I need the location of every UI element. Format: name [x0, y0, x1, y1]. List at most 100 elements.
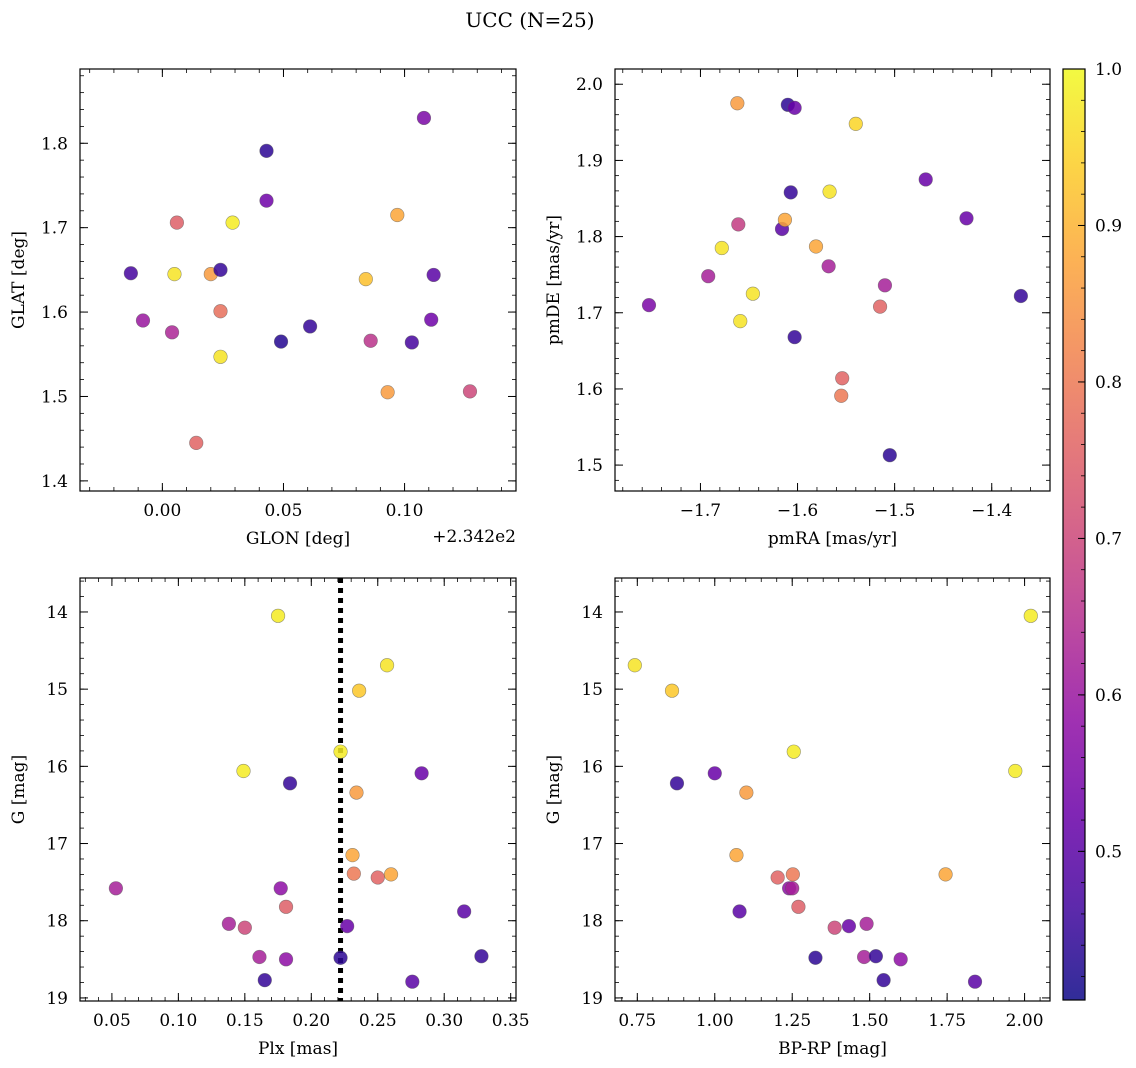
- colorbar-gradient: [1063, 69, 1085, 1000]
- data-point: [664, 683, 680, 698]
- y-tick-label: 15: [46, 680, 68, 700]
- x-tick-label: 0.10: [159, 1011, 197, 1031]
- x-tick-label: 0.00: [143, 501, 181, 521]
- data-point: [745, 286, 760, 301]
- bprp-g-panel: 0.75 1.00 1.25 1.50 1.75 2.00 14 15 16 17 18 19 BP-R…: [544, 577, 1051, 1059]
- x-tick-label: 1.75: [928, 1011, 966, 1031]
- data-point: [213, 262, 228, 277]
- data-point: [257, 973, 272, 988]
- data-point: [108, 881, 123, 896]
- data-point: [770, 870, 785, 885]
- y-axis-label: GLAT [deg]: [9, 231, 29, 329]
- data-point: [363, 333, 378, 348]
- figure-title: UCC (N=25): [465, 8, 594, 32]
- data-point: [783, 185, 798, 200]
- x-tick-label: 2.00: [1006, 1011, 1044, 1031]
- data-point: [259, 193, 274, 208]
- data-point: [225, 215, 240, 230]
- y-tick-label: 1.8: [41, 134, 68, 154]
- x-tick-label: 1.00: [696, 1011, 734, 1031]
- data-point: [123, 266, 138, 281]
- x-tick-label: −1.4: [971, 501, 1012, 521]
- data-point: [822, 184, 837, 199]
- x-tick-label: 0.75: [618, 1011, 656, 1031]
- data-point: [424, 312, 439, 327]
- x-tick-label: 1.25: [773, 1011, 811, 1031]
- data-point: [169, 215, 184, 230]
- data-point: [701, 269, 716, 284]
- data-point: [893, 952, 908, 967]
- data-point: [416, 110, 432, 126]
- data-point: [785, 881, 800, 896]
- y-tick-label: 1.6: [41, 303, 68, 323]
- y-tick-label: 14: [46, 603, 68, 623]
- data-point: [426, 267, 441, 283]
- data-point: [345, 848, 360, 863]
- y-tick-label: 18: [46, 912, 68, 932]
- y-tick-label: 1.7: [41, 219, 68, 239]
- y-tick-label: 2.0: [576, 75, 603, 95]
- y-tick-label: 1.6: [576, 380, 603, 400]
- data-point: [259, 143, 274, 158]
- data-point: [882, 448, 897, 463]
- data-point: [380, 385, 395, 400]
- colorbar: 0.5 0.6 0.7 0.8 0.9 1.0: [1062, 60, 1122, 1001]
- data-point: [370, 870, 385, 885]
- y-axis-label: G [mag]: [9, 755, 29, 824]
- data-point: [340, 919, 355, 934]
- data-point: [729, 848, 744, 863]
- x-tick-label: 0.20: [292, 1011, 330, 1031]
- x-tick-label: −1.7: [680, 501, 721, 521]
- y-tick-label: 1.9: [576, 151, 603, 171]
- data-point: [786, 744, 801, 759]
- colorbar-tick-label: 1.0: [1095, 60, 1122, 80]
- data-point: [358, 272, 373, 287]
- y-tick-label: 1.5: [41, 387, 68, 407]
- data-point: [352, 683, 367, 698]
- data-point: [859, 916, 874, 931]
- y-axis-label: pmDE [mas/yr]: [544, 215, 564, 345]
- x-axis-label: pmRA [mas/yr]: [768, 529, 897, 549]
- data-point: [777, 212, 793, 227]
- data-point: [877, 278, 893, 293]
- data-point: [834, 388, 849, 403]
- y-axis-label: G [mag]: [544, 755, 564, 824]
- data-point: [273, 334, 289, 349]
- data-point: [785, 867, 800, 882]
- data-point: [669, 776, 685, 791]
- x-tick-label: 0.35: [492, 1011, 530, 1031]
- data-point: [221, 916, 236, 931]
- x-tick-label: 0.25: [359, 1011, 397, 1031]
- y-tick-label: 14: [581, 603, 603, 623]
- x-tick-label: 0.15: [226, 1011, 264, 1031]
- data-point: [333, 744, 348, 759]
- y-tick-label: 1.7: [576, 304, 603, 324]
- data-point: [405, 974, 420, 989]
- x-offset-text: +2.342e2: [432, 527, 516, 547]
- x-tick-label: −1.6: [777, 501, 818, 521]
- x-axis-label: Plx [mas]: [258, 1039, 338, 1059]
- data-point: [379, 658, 395, 673]
- data-point: [835, 371, 850, 386]
- data-point: [787, 330, 802, 345]
- data-point: [732, 904, 747, 919]
- data-point: [808, 950, 823, 965]
- data-point: [414, 766, 429, 781]
- y-tick-label: 16: [46, 757, 68, 777]
- y-tick-label: 19: [46, 989, 68, 1009]
- colorbar-tick-label: 0.7: [1095, 529, 1122, 549]
- axes-frame: [79, 68, 517, 492]
- y-tick-label: 18: [581, 912, 603, 932]
- y-tick-label: 1.8: [576, 228, 603, 248]
- data-point: [1013, 288, 1028, 304]
- colorbar-tick-label: 0.8: [1095, 373, 1122, 393]
- y-tick-label: 1.4: [41, 472, 68, 492]
- data-point: [821, 259, 836, 274]
- data-point: [346, 866, 361, 881]
- data-point: [938, 867, 953, 882]
- x-tick-label: 0.05: [265, 501, 303, 521]
- data-point: [730, 96, 745, 111]
- data-point: [270, 608, 286, 623]
- colorbar-tick-label: 0.9: [1095, 216, 1122, 236]
